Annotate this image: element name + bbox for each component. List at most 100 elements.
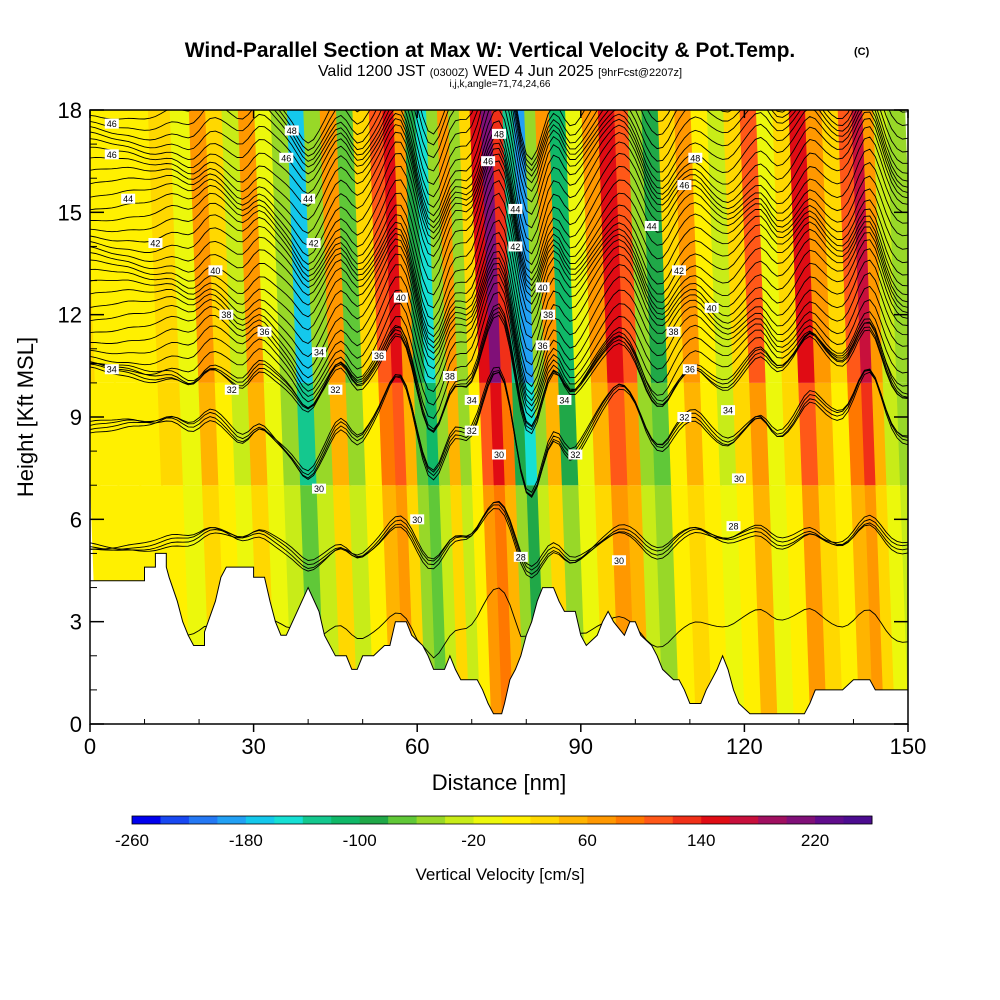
colorbar-cell: [615, 816, 645, 824]
velocity-cell: [113, 382, 142, 486]
contour-label: 32: [328, 384, 343, 395]
velocity-cell: [603, 280, 626, 383]
svg-text:36: 36: [538, 341, 548, 351]
velocity-cell: [683, 382, 706, 486]
velocity-cell: [651, 382, 673, 486]
y-tick-label: 9: [70, 405, 82, 430]
colorbar-cell: [786, 816, 816, 824]
theta-contour-line: [90, 160, 908, 292]
velocity-cell: [703, 485, 726, 588]
velocity-cell: [227, 280, 250, 383]
svg-text:32: 32: [467, 426, 477, 436]
theta-contour-line: [90, 219, 908, 339]
colorbar-cell: [388, 816, 418, 824]
velocity-cell: [263, 382, 286, 486]
svg-text:30: 30: [412, 515, 422, 525]
contour-label: 32: [568, 449, 583, 460]
contour-label: 38: [666, 326, 681, 337]
y-tick-label: 15: [58, 200, 82, 225]
velocity-cell: [349, 485, 372, 588]
contour-label: 44: [121, 193, 136, 204]
theta-contour-line: [90, 291, 908, 419]
y-tick-label: 6: [70, 507, 82, 532]
svg-text:38: 38: [668, 327, 678, 337]
velocity-cell: [834, 485, 857, 588]
theta-contour-line: [90, 118, 908, 242]
velocity-cell: [578, 485, 601, 588]
colorbar-tick-label: 60: [578, 831, 597, 850]
y-tick-label: 3: [70, 610, 82, 635]
theta-contour-line: [90, 110, 908, 198]
velocity-cell: [640, 485, 661, 588]
colorbar-tick-label: -260: [115, 831, 149, 850]
colorbar-cell: [217, 816, 247, 824]
contour-label: 42: [508, 241, 523, 252]
theta-contour-line: [90, 508, 908, 579]
colorbar-cell: [729, 816, 759, 824]
velocity-cell: [201, 485, 224, 588]
contour-label: 30: [492, 449, 506, 460]
contour-label: 30: [312, 483, 327, 494]
velocity-cell: [312, 382, 335, 486]
velocity-cell: [892, 280, 908, 383]
chart-title: Wind-Parallel Section at Max W: Vertical…: [185, 39, 796, 62]
velocity-cell: [594, 485, 617, 588]
svg-text:30: 30: [494, 450, 504, 460]
svg-text:46: 46: [483, 157, 493, 167]
velocity-cell: [772, 587, 796, 724]
theta-contour-line: [90, 239, 908, 366]
theta-contour-line: [90, 206, 908, 330]
contour-label: 32: [224, 384, 239, 395]
contour-label: 42: [148, 238, 163, 249]
colorbar-cell: [359, 816, 389, 824]
contour-label: 38: [219, 309, 234, 320]
theta-contour-line: [90, 248, 908, 378]
velocity-cell: [135, 382, 164, 486]
velocity-cell: [903, 587, 908, 713]
velocity-cell: [896, 382, 908, 486]
velocity-cell: [847, 382, 867, 486]
velocity-cell: [218, 485, 241, 588]
subtitle-line: Valid 1200 JST (0300Z) WED 4 Jun 2025 [9…: [318, 63, 682, 80]
svg-text:40: 40: [707, 303, 717, 313]
velocity-cell: [732, 382, 755, 486]
svg-text:48: 48: [287, 126, 297, 136]
colorbar-cell: [843, 816, 873, 824]
contour-label: 36: [257, 326, 272, 337]
colorbar-cell: [558, 816, 588, 824]
velocity-cell: [198, 382, 221, 486]
colorbar-cell: [274, 816, 304, 824]
svg-text:40: 40: [538, 283, 548, 293]
velocity-cell: [548, 485, 568, 588]
velocity-cell: [789, 587, 813, 724]
colorbar-title: Vertical Velocity [cm/s]: [415, 865, 584, 884]
velocity-cell: [161, 485, 189, 588]
velocity-cell: [251, 485, 274, 588]
subtitle-date: WED 4 Jun 2025: [473, 63, 594, 80]
colorbar-tick-labels: -260 -180 -100 -20 60 140 220: [115, 831, 829, 850]
contour-label: 44: [644, 220, 659, 231]
velocity-cell: [740, 587, 764, 724]
theta-contour-line: [90, 504, 908, 575]
svg-text:34: 34: [559, 395, 569, 405]
theta-contour-line: [90, 110, 908, 217]
velocity-cell: [117, 485, 145, 588]
y-tick-label: 18: [58, 98, 82, 123]
velocity-cell: [157, 382, 185, 486]
contour-label: 34: [464, 394, 479, 405]
svg-text:48: 48: [494, 129, 504, 139]
x-tick-label: 30: [241, 734, 265, 759]
svg-text:42: 42: [150, 239, 160, 249]
grid-info: i,j,k,angle=71,74,24,66: [450, 79, 551, 90]
velocity-cell: [785, 485, 808, 588]
velocity-cell: [749, 382, 772, 486]
theta-contour-line: [90, 268, 908, 402]
colorbar-cell: [331, 816, 361, 824]
contour-label: 46: [677, 180, 692, 191]
velocity-cell: [292, 280, 315, 383]
y-tick-label: 12: [58, 303, 82, 328]
colorbar-cell: [188, 816, 218, 824]
svg-text:44: 44: [510, 204, 520, 214]
theta-contour-line: [90, 142, 908, 275]
colorbar-frame: [131, 815, 873, 825]
